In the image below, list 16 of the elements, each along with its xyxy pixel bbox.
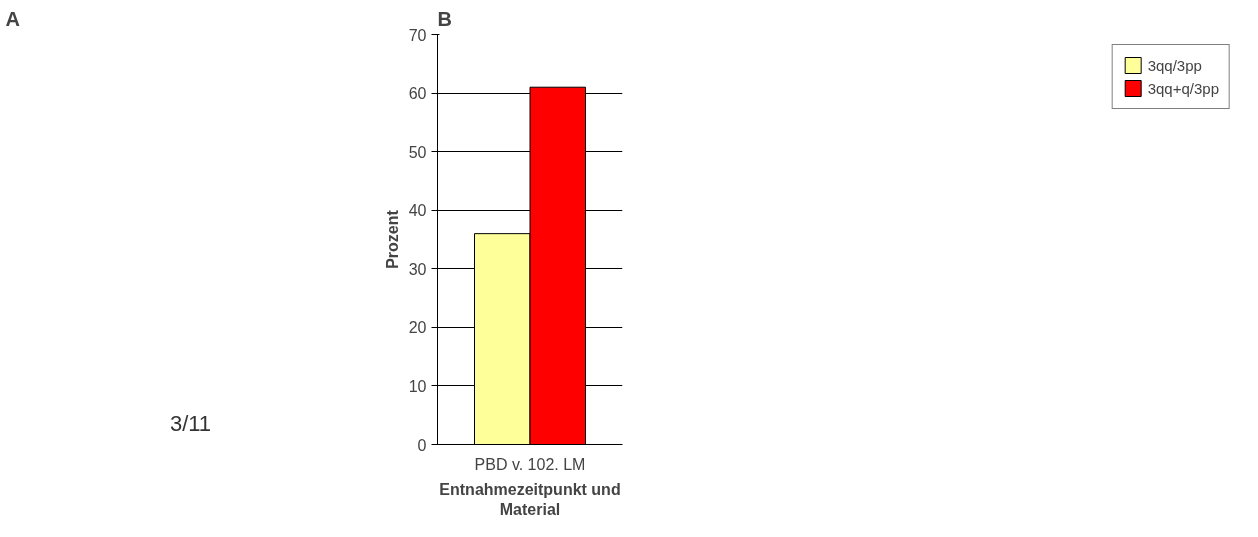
x-tick-label: PBD v. 102. LM (474, 455, 586, 473)
y-axis-title: Prozent (383, 209, 401, 269)
chart-title: B (437, 7, 452, 30)
text: 3/11 (169, 411, 212, 437)
y-tick-label: 70 (408, 26, 427, 44)
y-tick-label: 0 (417, 436, 427, 454)
y-tick-label: 20 (408, 319, 427, 337)
text: A (5, 7, 20, 30)
y-tick-label: 50 (408, 143, 427, 161)
x-axis-title: Entnahmezeitpunkt und Material (439, 480, 621, 518)
y-tick-label: 30 (408, 260, 427, 278)
y-tick-label: 10 (408, 377, 427, 395)
legend-label: 3qq+q/3pp (1147, 79, 1219, 97)
y-tick-label: 40 (408, 202, 427, 220)
y-tick-label: 60 (408, 85, 427, 103)
legend-label: 3qq/3pp (1147, 56, 1202, 74)
